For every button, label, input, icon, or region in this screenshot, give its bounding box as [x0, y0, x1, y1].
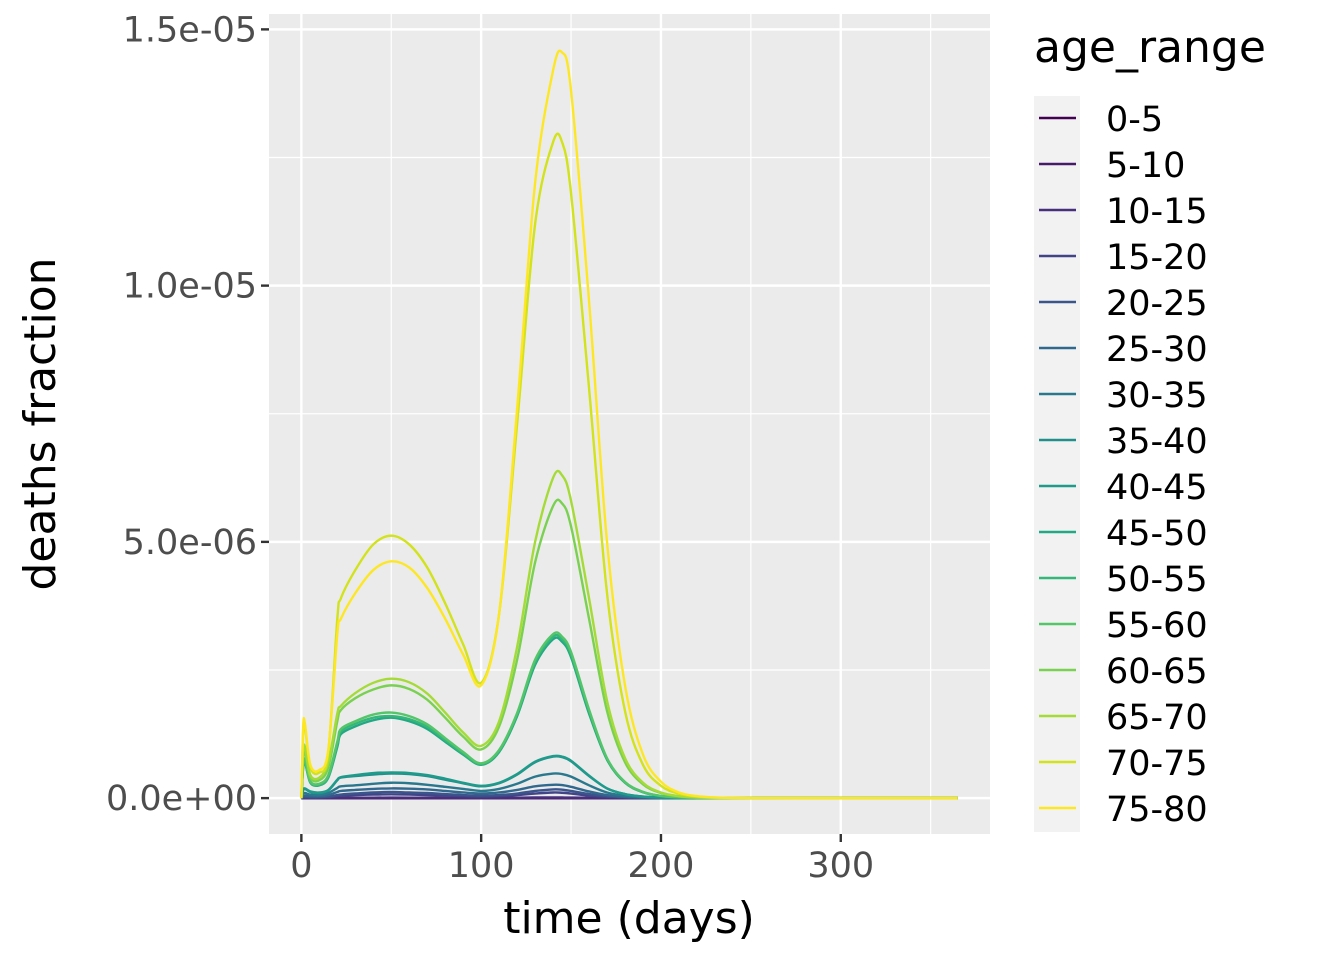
legend-label-60-65: 60-65 [1106, 652, 1208, 692]
x-tick-label: 100 [448, 846, 515, 886]
legend-label-40-45: 40-45 [1106, 468, 1208, 508]
legend: age_range 0-5 5-10 10-15 15-20 20-25 25-30 30-… [1034, 22, 1266, 832]
legend-title: age_range [1034, 22, 1266, 73]
y-tick-label: 5.0e-06 [123, 523, 257, 563]
y-axis-title: deaths fraction [15, 257, 66, 590]
minor-gridlines [269, 14, 990, 834]
legend-label-5-10: 5-10 [1106, 146, 1185, 186]
legend-label-20-25: 20-25 [1106, 284, 1208, 324]
legend-label-10-15: 10-15 [1106, 192, 1208, 232]
x-tick-label: 0 [290, 846, 312, 886]
x-axis-title: time (days) [503, 893, 755, 944]
x-axis: 0 100 200 300 [290, 834, 874, 886]
legend-label-0-5: 0-5 [1106, 100, 1163, 140]
plot-panel [269, 14, 990, 834]
major-gridlines [269, 14, 990, 834]
legend-label-15-20: 15-20 [1106, 238, 1208, 278]
y-tick-label: 1.5e-05 [123, 10, 257, 50]
legend-label-45-50: 45-50 [1106, 514, 1208, 554]
legend-label-65-70: 65-70 [1106, 698, 1208, 738]
legend-label-25-30: 25-30 [1106, 330, 1208, 370]
legend-label-75-80: 75-80 [1106, 790, 1208, 830]
legend-key-background [1034, 96, 1080, 832]
legend-label-55-60: 55-60 [1106, 606, 1208, 646]
x-tick-label: 300 [807, 846, 874, 886]
legend-label-70-75: 70-75 [1106, 744, 1208, 784]
legend-label-35-40: 35-40 [1106, 422, 1208, 462]
series-lines [300, 49, 958, 800]
series-line-75-80 [300, 49, 958, 800]
y-axis: 0.0e+00 5.0e-06 1.0e-05 1.5e-05 [106, 10, 269, 819]
legend-label-50-55: 50-55 [1106, 560, 1208, 600]
legend-label-30-35: 30-35 [1106, 376, 1208, 416]
legend-items: 0-5 5-10 10-15 15-20 20-25 25-30 30-35 35-40 40-… [1039, 100, 1208, 830]
y-tick-label: 1.0e-05 [123, 267, 257, 307]
y-tick-label: 0.0e+00 [106, 779, 257, 819]
x-tick-label: 200 [628, 846, 695, 886]
